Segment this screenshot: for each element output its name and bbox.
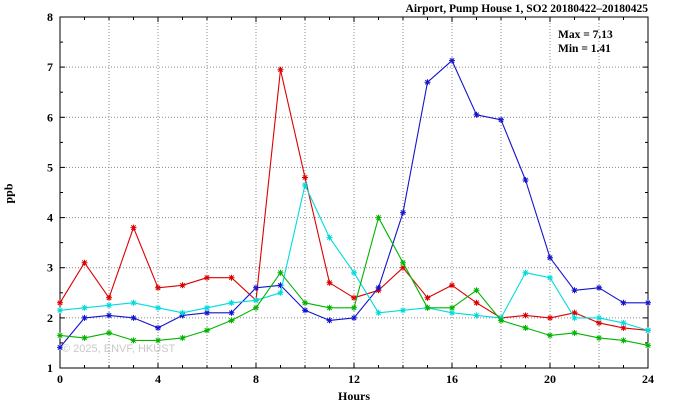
min-label: Min = 1.41 [558, 43, 611, 55]
max-label: Max = 7.13 [558, 29, 613, 41]
svg-text:8: 8 [47, 10, 53, 24]
svg-text:3: 3 [47, 261, 53, 275]
svg-text:5: 5 [47, 160, 53, 174]
svg-text:12: 12 [348, 372, 360, 386]
svg-text:2: 2 [47, 311, 53, 325]
maxmin-annotation: Max = 7.13 Min = 1.41 [558, 28, 613, 56]
svg-text:1: 1 [47, 361, 53, 375]
x-axis-label: Hours [337, 389, 370, 403]
svg-text:6: 6 [47, 110, 53, 124]
svg-text:8: 8 [253, 372, 259, 386]
svg-text:7: 7 [47, 60, 53, 74]
svg-text:0: 0 [57, 372, 63, 386]
chart-title: Airport, Pump House 1, SO2 20180422–2018… [405, 3, 648, 15]
svg-text:24: 24 [642, 372, 654, 386]
svg-text:20: 20 [544, 372, 556, 386]
y-axis-label: ppb [1, 183, 16, 204]
watermark: © 2025, ENVF, HKUST [62, 343, 176, 355]
svg-text:4: 4 [155, 372, 161, 386]
svg-text:4: 4 [47, 211, 53, 225]
svg-text:16: 16 [446, 372, 458, 386]
